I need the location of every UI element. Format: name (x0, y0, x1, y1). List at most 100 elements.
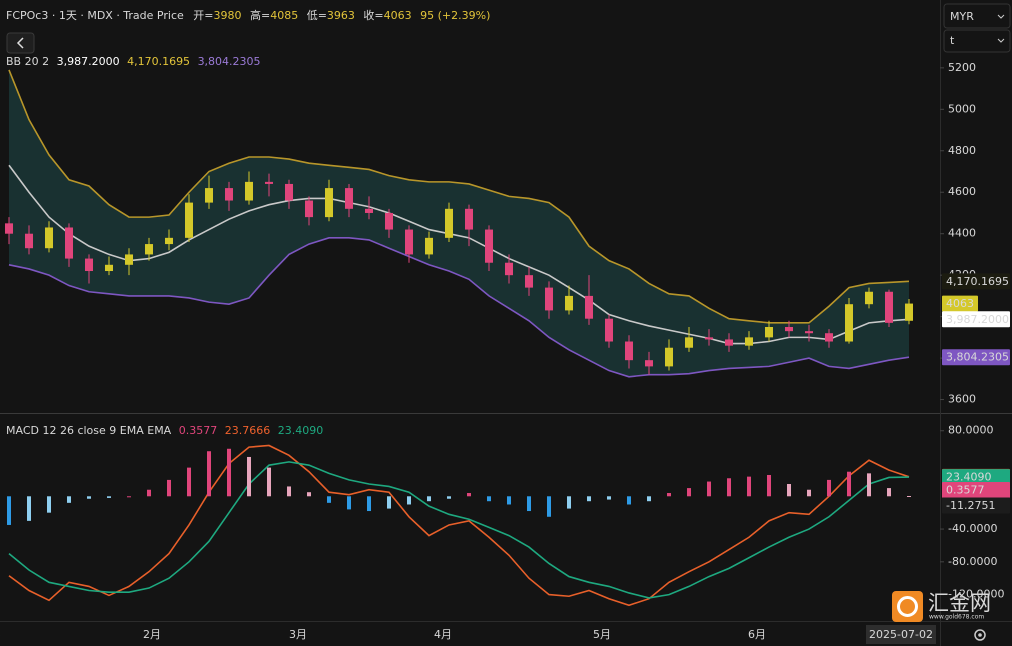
histogram-bar (687, 488, 691, 497)
gear-icon[interactable] (974, 629, 986, 641)
candle-body (125, 254, 133, 265)
hist-badge: 0.3577 (946, 483, 985, 496)
candle-body (465, 208, 473, 230)
symbol-title: FCPOc3 · 1天 · MDX · Trade Price (6, 9, 184, 22)
back-button[interactable] (6, 32, 35, 54)
candle-body (525, 275, 533, 288)
x-tick-label: 6月 (748, 628, 766, 641)
histogram-bar (467, 493, 471, 497)
x-tick-label: 5月 (593, 628, 611, 641)
candle-body (765, 326, 773, 338)
macd-line (8, 444, 910, 607)
histogram-bar (867, 473, 871, 497)
candle-body (865, 291, 873, 305)
macd-name: MACD 12 26 close 9 EMA EMA (6, 424, 172, 437)
histogram-bar (427, 496, 431, 502)
signal-badge: 23.4090 (946, 471, 992, 484)
candle-body (345, 188, 353, 209)
histogram-bar (827, 479, 831, 497)
hist-badge-bg (942, 481, 1010, 498)
y-tick-label: 4600 (948, 185, 976, 198)
candle-body (405, 229, 413, 255)
select-box[interactable] (943, 3, 1011, 29)
candle-body (545, 287, 553, 311)
select-box[interactable] (943, 29, 1011, 53)
candle-body (205, 188, 213, 203)
date-badge (866, 625, 936, 644)
back-icon (16, 37, 24, 49)
back-button-box[interactable] (6, 32, 35, 54)
y-tick-label: 3600 (948, 393, 976, 406)
histogram-bar (267, 467, 271, 497)
macd-signal-value: 23.4090 (278, 424, 324, 437)
candle-body (885, 291, 893, 323)
chevron (997, 38, 1005, 43)
histogram-bar (747, 476, 751, 497)
histogram-bar (247, 456, 251, 497)
histogram-bar (627, 496, 631, 505)
candle-body (825, 333, 833, 342)
bb-legend: BB 20 2 3,987.2000 4,170.1695 3,804.2305 (6, 55, 261, 68)
y-tick-label: -120.0000 (948, 588, 1004, 601)
macd-legend: MACD 12 26 close 9 EMA EMA 0.3577 23.766… (6, 424, 323, 437)
histogram-bar (287, 486, 291, 497)
currency: MYR (950, 10, 974, 23)
unit: t (950, 34, 955, 47)
candle-body (745, 337, 753, 346)
candle-body (445, 208, 453, 238)
logo-ring (897, 596, 918, 617)
histogram-bar (727, 478, 731, 497)
histogram-bar (307, 492, 311, 497)
signal-line (8, 461, 910, 599)
x-tick-label: 3月 (289, 628, 307, 641)
y-tick-label: 4400 (948, 227, 976, 240)
candle-body (625, 341, 633, 361)
histogram-bar (807, 489, 811, 497)
histogram-bar (567, 496, 571, 509)
ohlc-label: 低= (307, 9, 327, 22)
bb-upper (8, 69, 910, 324)
candle-body (685, 337, 693, 348)
x-tick-label: 2025 (0, 628, 1, 641)
histogram-bar (587, 496, 591, 502)
ohlc-label: 收= (363, 8, 383, 22)
histogram-bar (387, 496, 391, 509)
candle-body (385, 212, 393, 230)
candle-body (25, 233, 33, 249)
histogram-bar (127, 496, 131, 498)
histogram-bar (707, 481, 711, 497)
currency-select[interactable]: MYR (943, 3, 1011, 29)
candle-body (305, 200, 313, 218)
histogram-bar (787, 484, 791, 497)
bb-upper-value: 4,170.1695 (127, 55, 190, 68)
ohlc-value: 4085 (270, 9, 298, 22)
candle-body (705, 337, 713, 340)
histogram-bar (47, 496, 51, 513)
candle-body (85, 258, 93, 272)
watermark: 汇金网 www.gold678.com (892, 591, 991, 622)
histogram-bar (327, 496, 331, 503)
signal-badge-bg (942, 469, 1010, 486)
candle-body (5, 223, 13, 234)
bb-lower-value: 3,804.2305 (198, 55, 261, 68)
bb-middle-value: 3,987.2000 (57, 55, 120, 68)
crosshair-badge-bg (942, 497, 1010, 514)
settings-button[interactable] (974, 629, 986, 641)
candle-body (485, 229, 493, 263)
histogram-bar (547, 496, 551, 517)
candle-body (365, 208, 373, 213)
histogram-bar (607, 496, 611, 500)
y-tick-label: -80.0000 (948, 555, 997, 568)
histogram-bar (487, 496, 491, 502)
histogram-bar (27, 496, 31, 521)
logo (892, 591, 923, 622)
histogram-bar (147, 489, 151, 497)
ohlc-value: 4063 (384, 9, 412, 22)
macd-line-value: 23.7666 (225, 424, 271, 437)
histogram-bar (527, 496, 531, 512)
unit-select[interactable]: t (943, 29, 1011, 53)
gear-center (978, 633, 982, 637)
crosshair-badge: -11.2751 (946, 499, 995, 512)
lower-badge: 3,804.2305 (946, 351, 1009, 364)
